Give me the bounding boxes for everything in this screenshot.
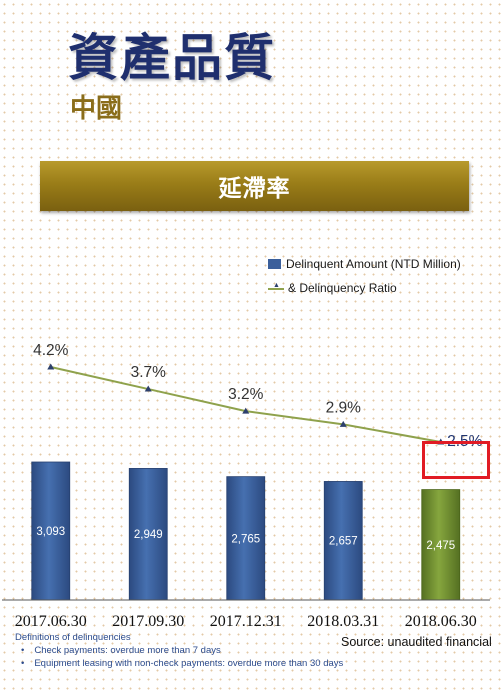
page-title: 資產品質 (68, 29, 276, 87)
ratio-value-label: 3.7% (131, 364, 167, 381)
ratio-marker (242, 407, 250, 414)
page-subtitle: 中國 (70, 94, 123, 124)
ratio-value-label: 2.9% (326, 399, 362, 416)
bar-2017.06.30 (31, 461, 71, 601)
bar-value-label: 2,949 (134, 529, 163, 541)
bar-2017.12.31 (226, 476, 266, 601)
x-tick-label: 2018.03.31 (307, 613, 379, 630)
ratio-line (50, 366, 441, 443)
legend-line-swatch (268, 282, 284, 293)
ratio-marker (47, 363, 55, 370)
ratio-value-label: 3.2% (228, 386, 264, 403)
x-tick-label: 2017.12.31 (210, 613, 282, 630)
legend-item-amount: Delinquent Amount (NTD Million) (268, 252, 461, 276)
bar-value-label: 2,765 (231, 533, 260, 545)
highlight-box-latest (422, 441, 490, 479)
bar-value-label: 2,475 (426, 540, 455, 552)
source-note: Source: unaudited financial (341, 635, 492, 649)
legend-label-amount: Delinquent Amount (NTD Million) (286, 257, 461, 271)
legend-item-ratio: & Delinquency Ratio (268, 276, 461, 300)
legend-bar-swatch (268, 259, 281, 269)
definitions-title: Definitions of delinquencies (15, 632, 131, 643)
legend-label-ratio: & Delinquency Ratio (288, 281, 397, 295)
definition-item-check: Check payments: overdue more than 7 days (15, 644, 343, 657)
x-tick-label: 2017.09.30 (112, 613, 184, 630)
section-banner: 延滯率 (40, 161, 469, 211)
ratio-marker (339, 420, 347, 427)
bar-2017.09.30 (128, 468, 168, 601)
x-tick-label: 2017.06.30 (15, 613, 87, 630)
x-tick-label: 2018.06.30 (405, 613, 477, 630)
definitions-note: Definitions of delinquencies Check payme… (15, 631, 343, 670)
chart-legend: Delinquent Amount (NTD Million) & Delinq… (268, 252, 461, 300)
bar-value-label: 2,657 (329, 536, 358, 548)
ratio-marker (144, 385, 152, 392)
section-banner-label: 延滯率 (218, 176, 291, 202)
bar-value-label: 3,093 (36, 526, 65, 538)
ratio-value-label: 4.2% (33, 342, 69, 359)
definition-item-leasing: Equipment leasing with non-check payment… (15, 657, 343, 670)
